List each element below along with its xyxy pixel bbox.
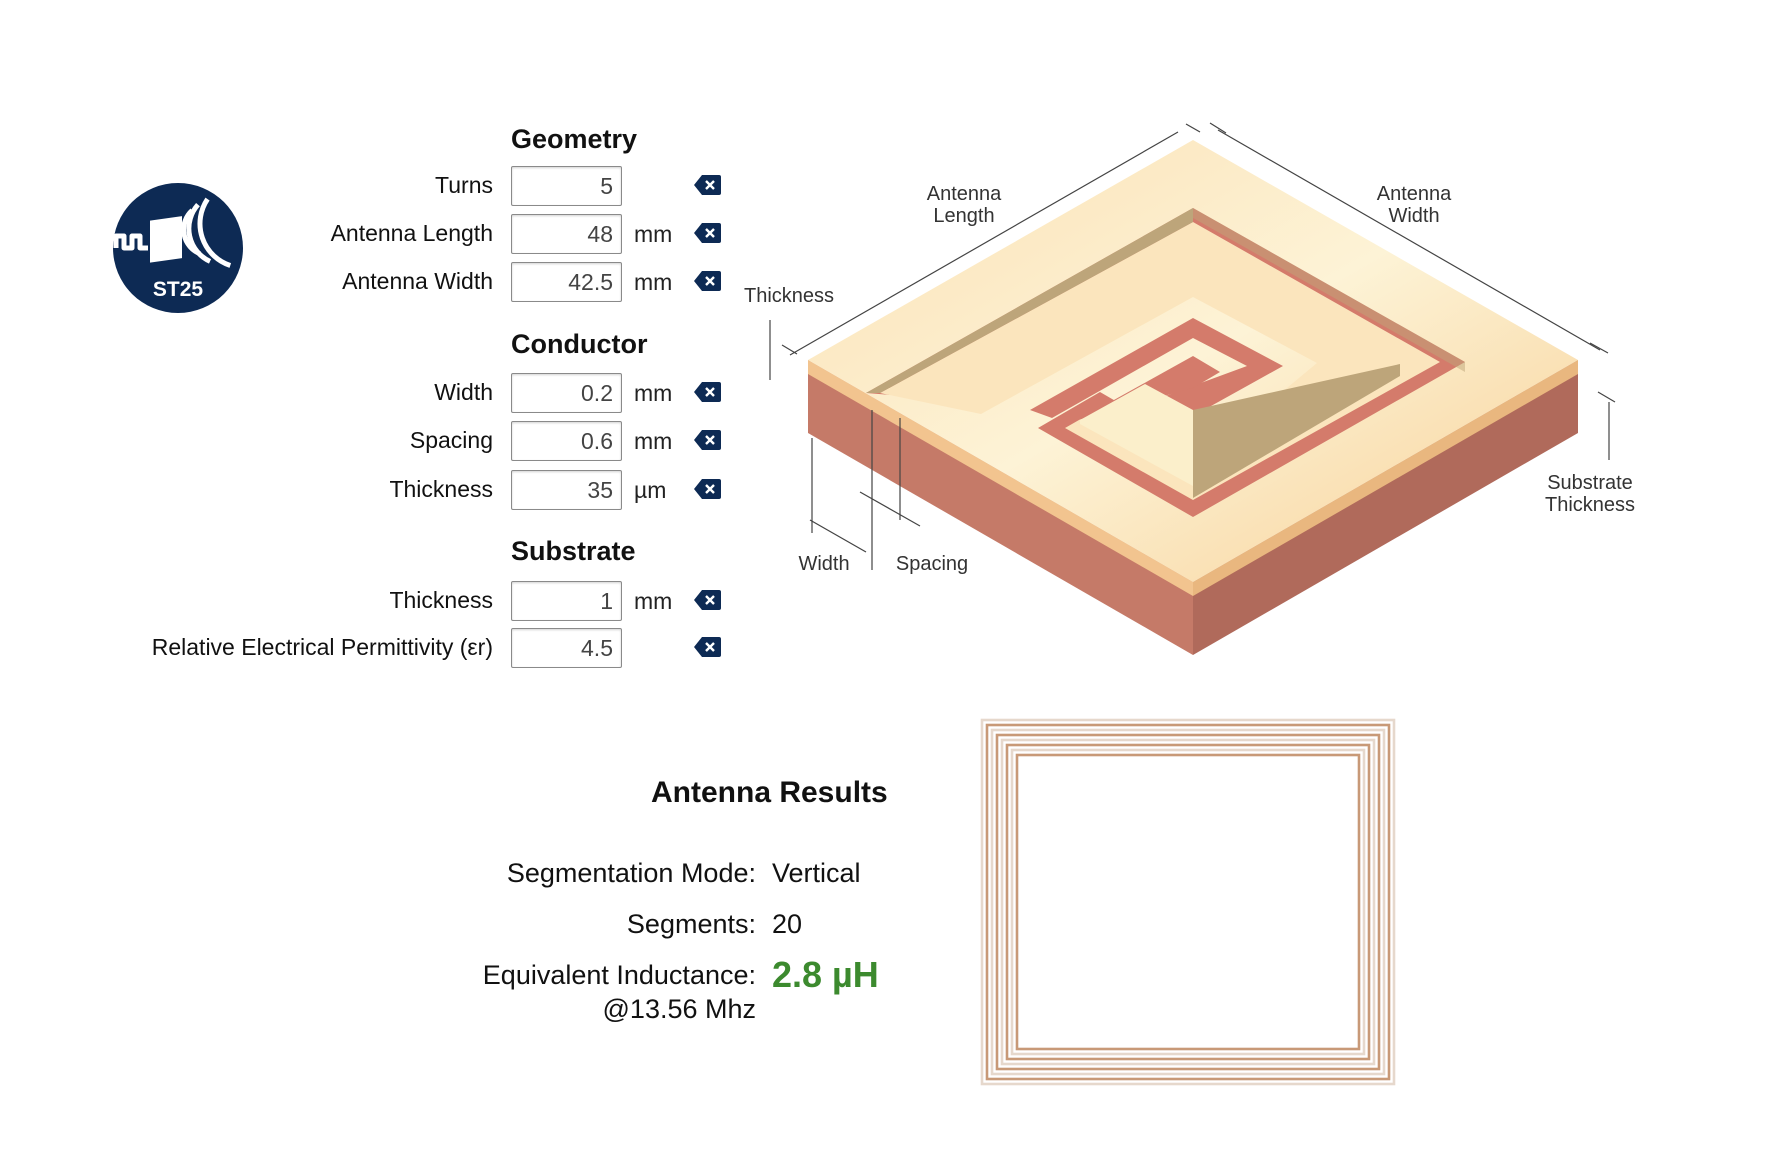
conductor-width-input[interactable] — [512, 374, 621, 412]
antenna-length-dim-label-2: Length — [933, 205, 994, 227]
results-title: Antenna Results — [651, 776, 888, 809]
inductance-label: Equivalent Inductance: — [482, 960, 756, 990]
conductor-thickness-field[interactable] — [511, 470, 622, 510]
substrate-thickness-label: Thickness — [389, 587, 493, 613]
clear-icon — [694, 479, 721, 499]
antenna-length-row: Antenna Length mm — [0, 214, 760, 256]
clear-turns-button[interactable] — [693, 174, 722, 196]
conductor-width-field[interactable] — [511, 373, 622, 413]
thickness-dim-label: Thickness — [744, 285, 834, 307]
antenna-width-input[interactable] — [512, 263, 621, 301]
substrate-thickness-dim-label: Substrate — [1547, 472, 1633, 494]
width-dim-label: Width — [798, 553, 849, 575]
antenna-width-dim-label-2: Width — [1388, 205, 1439, 227]
inductance-value: 2.8 µH — [772, 954, 879, 995]
clear-icon — [694, 590, 721, 610]
antenna-length-unit: mm — [634, 221, 673, 247]
clear-conductor-spacing-button[interactable] — [693, 429, 722, 451]
nfc-logo-icon: ST25 — [113, 183, 243, 313]
conductor-thickness-input[interactable] — [512, 471, 621, 509]
clear-substrate-thickness-button[interactable] — [693, 589, 722, 611]
conductor-title: Conductor — [511, 329, 648, 359]
antenna-3d-diagram: Antenna Length Antenna Width Thickness S… — [720, 110, 1660, 670]
clear-icon — [694, 430, 721, 450]
conductor-thickness-row: Thickness µm — [0, 470, 760, 512]
st25-logo: ST25 — [112, 182, 244, 314]
antenna-layout-preview — [980, 718, 1396, 1086]
segmentation-mode-value: Vertical — [772, 858, 861, 888]
substrate-thickness-field[interactable] — [511, 581, 622, 621]
substrate-thickness-dim-label-2: Thickness — [1545, 494, 1635, 516]
conductor-width-label: Width — [434, 379, 493, 405]
conductor-width-row: Width mm — [0, 373, 760, 415]
conductor-spacing-field[interactable] — [511, 421, 622, 461]
conductor-thickness-label: Thickness — [389, 476, 493, 502]
clear-conductor-thickness-button[interactable] — [693, 478, 722, 500]
antenna-length-input[interactable] — [512, 215, 621, 253]
segmentation-mode-label: Segmentation Mode: — [506, 858, 756, 888]
conductor-spacing-row: Spacing mm — [0, 421, 760, 463]
turns-field[interactable] — [511, 166, 622, 206]
coil-preview-image — [980, 718, 1396, 1086]
substrate-thickness-unit: mm — [634, 588, 673, 614]
antenna-length-label: Antenna Length — [330, 220, 493, 246]
conductor-spacing-unit: mm — [634, 428, 673, 454]
dimension-labels: Antenna Length Antenna Width Thickness S… — [744, 183, 1635, 575]
clear-icon — [694, 223, 721, 243]
permittivity-input[interactable] — [512, 629, 621, 667]
antenna-width-dim-label: Antenna — [1377, 183, 1452, 205]
clear-antenna-width-button[interactable] — [693, 270, 722, 292]
clear-icon — [694, 175, 721, 195]
clear-icon — [694, 382, 721, 402]
clear-antenna-length-button[interactable] — [693, 222, 722, 244]
turns-input[interactable] — [512, 167, 621, 205]
antenna-width-unit: mm — [634, 269, 673, 295]
clear-icon — [694, 271, 721, 291]
turns-label: Turns — [435, 172, 493, 198]
antenna-width-row: Antenna Width mm — [0, 262, 760, 304]
conductor-spacing-label: Spacing — [409, 427, 493, 453]
antenna-length-field[interactable] — [511, 214, 622, 254]
conductor-spacing-input[interactable] — [512, 422, 621, 460]
permittivity-field[interactable] — [511, 628, 622, 668]
clear-icon — [694, 637, 721, 657]
substrate-thickness-input[interactable] — [512, 582, 621, 620]
clear-permittivity-button[interactable] — [693, 636, 722, 658]
segments-value: 20 — [772, 909, 803, 939]
svg-text:ST25: ST25 — [153, 278, 204, 301]
conductor-thickness-unit: µm — [634, 477, 667, 503]
conductor-width-unit: mm — [634, 380, 673, 406]
spacing-dim-label: Spacing — [896, 553, 968, 575]
antenna-width-field[interactable] — [511, 262, 622, 302]
antenna-width-label: Antenna Width — [342, 268, 493, 294]
substrate-title: Substrate — [511, 536, 636, 566]
inductance-frequency-label: @13.56 Mhz — [602, 994, 756, 1024]
permittivity-label: Relative Electrical Permittivity (εr) — [151, 634, 493, 660]
substrate-thickness-row: Thickness mm — [0, 581, 760, 623]
antenna-length-dim-label: Antenna — [927, 183, 1002, 205]
clear-conductor-width-button[interactable] — [693, 381, 722, 403]
permittivity-row: Relative Electrical Permittivity (εr) — [0, 628, 760, 670]
geometry-title: Geometry — [511, 124, 638, 154]
segments-label: Segments: — [626, 909, 756, 939]
turns-row: Turns — [0, 166, 760, 208]
